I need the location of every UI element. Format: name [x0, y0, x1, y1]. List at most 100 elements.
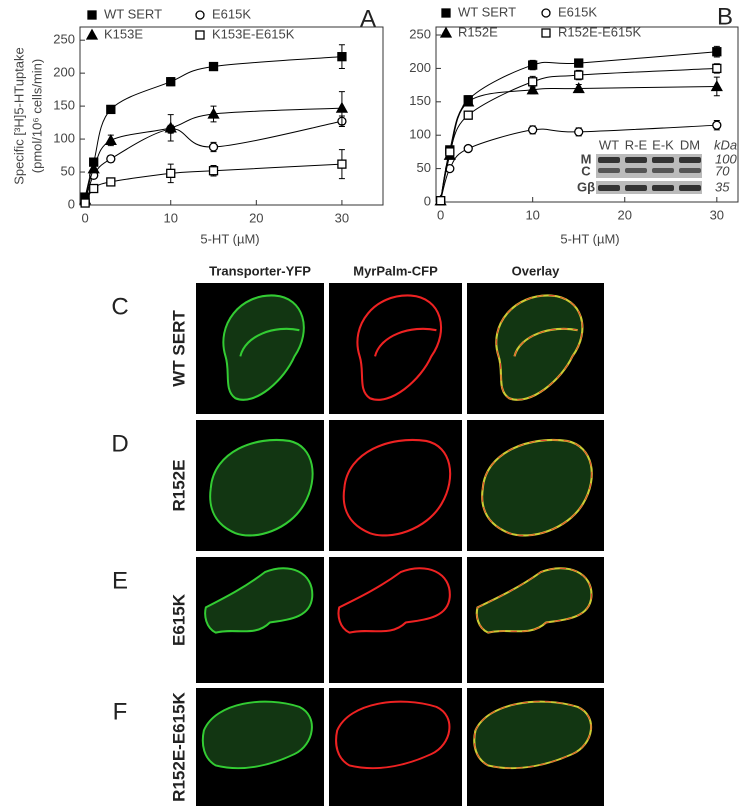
- cell-fill: [474, 701, 592, 769]
- cell-membrane-red: [473, 701, 592, 769]
- band: [625, 157, 647, 163]
- cell-membrane: [495, 294, 584, 401]
- x-tick-label: 30: [710, 207, 724, 222]
- y-axis-label: Specific [³H]5-HTuptake: [11, 47, 26, 185]
- marker: [541, 8, 551, 18]
- cell: [473, 700, 593, 770]
- band-label: M: [581, 151, 592, 166]
- y-tick-label: 0: [424, 193, 431, 208]
- marker: [712, 47, 722, 57]
- x-tick-label: 20: [249, 210, 263, 225]
- micrograph: [329, 283, 462, 414]
- band-label: Gβ: [577, 179, 595, 194]
- band-label: C: [581, 163, 591, 178]
- cell-fill: [205, 568, 313, 633]
- marker: [439, 26, 453, 38]
- row-letter: E: [112, 567, 128, 594]
- x-tick-label: 0: [82, 210, 89, 225]
- band: [652, 168, 674, 173]
- marker: [166, 168, 176, 179]
- marker: [445, 147, 455, 157]
- column-header: Overlay: [512, 263, 560, 278]
- lane-label: WT: [599, 137, 619, 152]
- cell: [209, 439, 314, 537]
- marker: [106, 154, 116, 164]
- marker: [337, 159, 347, 169]
- band: [598, 168, 620, 173]
- legend-label: R152E-E615K: [558, 24, 641, 39]
- marker: [441, 8, 451, 18]
- row-letter: F: [113, 698, 128, 725]
- marker: [89, 183, 99, 194]
- column-header: MyrPalm-CFP: [353, 263, 438, 278]
- legend-label: WT SERT: [104, 6, 162, 21]
- x-tick-label: 10: [525, 207, 539, 222]
- marker: [106, 177, 116, 187]
- legend-label: WT SERT: [458, 4, 516, 19]
- marker: [87, 10, 97, 20]
- x-axis-label: 5-HT (µM): [560, 231, 619, 246]
- y-tick-label: 250: [53, 32, 75, 47]
- y-tick-label: 200: [53, 65, 75, 80]
- unit-label: kDa: [714, 137, 737, 152]
- plot-frame: [79, 26, 384, 206]
- y-tick-label: 50: [61, 163, 75, 178]
- band: [625, 185, 647, 191]
- marker: [104, 134, 117, 146]
- panel-letter: A: [360, 5, 376, 32]
- cell-membrane: [342, 439, 452, 537]
- marker: [572, 82, 585, 94]
- row-name: E615K: [169, 593, 188, 646]
- marker: [528, 125, 538, 135]
- cell: [481, 439, 593, 537]
- micrograph: [329, 557, 462, 683]
- column-header: Transporter-YFP: [209, 263, 311, 278]
- marker: [712, 120, 722, 130]
- lane-label: DM: [680, 137, 700, 152]
- cell-fill: [482, 439, 592, 536]
- cell-membrane: [335, 700, 451, 770]
- y-tick-label: 150: [409, 93, 431, 108]
- legend-label: R152E: [458, 24, 498, 39]
- marker: [528, 60, 538, 70]
- band: [679, 185, 701, 191]
- cell-membrane-red: [476, 567, 592, 634]
- marker: [463, 110, 473, 120]
- band: [598, 185, 620, 191]
- y-tick-label: 200: [409, 60, 431, 75]
- lane-label: E-K: [652, 137, 674, 152]
- marker: [208, 142, 219, 152]
- cell-membrane: [204, 567, 314, 634]
- marker: [574, 70, 584, 80]
- marker: [85, 28, 99, 40]
- marker: [208, 61, 219, 72]
- cell: [201, 700, 313, 770]
- marker: [526, 83, 539, 95]
- y-tick-label: 50: [417, 160, 431, 175]
- cell: [335, 700, 451, 770]
- blot-lower: [596, 181, 702, 194]
- marker: [435, 196, 446, 206]
- cell: [342, 439, 452, 537]
- marker: [712, 63, 722, 74]
- y-tick-label: 0: [68, 196, 75, 211]
- row-letter: D: [111, 430, 128, 457]
- marker: [164, 121, 177, 133]
- cell-fill: [202, 701, 312, 769]
- cell-membrane-red: [481, 439, 593, 536]
- row-name: WT SERT: [169, 310, 188, 387]
- cell: [495, 294, 584, 401]
- kda-label: 35: [715, 179, 730, 194]
- marker: [87, 162, 100, 174]
- x-tick-label: 10: [163, 210, 177, 225]
- cell-membrane: [356, 294, 442, 401]
- marker: [106, 104, 116, 115]
- band: [625, 168, 647, 173]
- x-tick-label: 30: [335, 210, 349, 225]
- row-letter: C: [111, 293, 128, 320]
- y-tick-label: 100: [53, 131, 75, 146]
- x-axis-label: 5-HT (µM): [200, 231, 259, 246]
- marker: [195, 10, 205, 20]
- cell: [475, 567, 593, 634]
- band: [679, 157, 701, 163]
